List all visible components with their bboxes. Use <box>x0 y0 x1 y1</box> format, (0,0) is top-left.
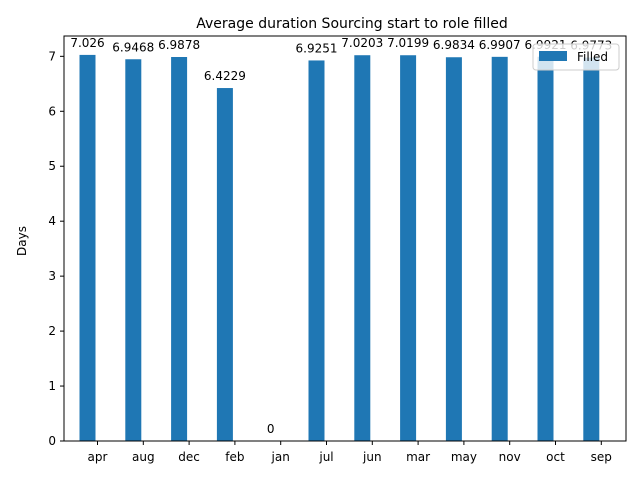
x-tick-label-jul: jul <box>318 450 333 464</box>
x-axis: apr aug dec feb jan jul jun mar may nov oct sep <box>88 441 612 464</box>
x-tick-label-sep: sep <box>591 450 612 464</box>
x-tick-label-may: may <box>451 450 477 464</box>
x-tick-label-jan: jan <box>271 450 290 464</box>
plot-frame <box>63 35 627 442</box>
y-tick-label-7: 7 <box>48 49 56 63</box>
x-tick-label-apr: apr <box>88 450 108 464</box>
legend-label-filled: Filled <box>577 50 608 64</box>
data-label-aug: 6.9468 <box>112 40 154 54</box>
bar-aug <box>125 59 142 442</box>
y-tick-label-1: 1 <box>48 379 56 393</box>
data-label-jul: 6.9251 <box>296 41 338 55</box>
data-label-jan: 0 <box>267 422 275 436</box>
legend-box <box>532 43 620 71</box>
legend-swatch-filled <box>539 51 567 61</box>
chart-title: Average duration Sourcing start to role … <box>196 16 508 32</box>
data-label-jun: 7.0203 <box>341 36 383 50</box>
x-tick-label-nov: nov <box>499 450 521 464</box>
x-tick-label-oct: oct <box>546 450 565 464</box>
y-tick-label-2: 2 <box>48 324 56 338</box>
x-tick-label-dec: dec <box>178 450 200 464</box>
bar-jun <box>354 55 371 442</box>
data-label-nov: 6.9907 <box>479 38 521 52</box>
x-tick-label-mar: mar <box>406 450 430 464</box>
bar-apr <box>79 54 96 442</box>
data-label-dec: 6.9878 <box>158 38 200 52</box>
data-label-apr: 7.026 <box>70 36 104 50</box>
x-tick-label-jun: jun <box>362 450 382 464</box>
y-axis-label: Days <box>15 226 29 256</box>
bar-oct <box>537 56 554 442</box>
bar-jul <box>308 60 325 442</box>
data-label-feb: 6.4229 <box>204 69 246 83</box>
data-labels-group: 7.026 6.9468 6.9878 6.4229 0 6.9251 7.0203 7.01… <box>70 36 612 436</box>
x-tick-label-aug: aug <box>132 450 155 464</box>
bars-group <box>79 54 600 442</box>
y-tick-label-3: 3 <box>48 269 56 283</box>
bar-mar <box>400 55 417 442</box>
data-label-may: 6.9834 <box>433 38 475 52</box>
y-tick-label-0: 0 <box>48 434 56 448</box>
x-tick-label-feb: feb <box>225 450 244 464</box>
bar-dec <box>171 57 188 442</box>
legend: Filled <box>532 43 620 71</box>
y-tick-label-5: 5 <box>48 159 56 173</box>
y-tick-label-4: 4 <box>48 214 56 228</box>
bar-feb <box>216 88 233 441</box>
y-tick-label-6: 6 <box>48 104 56 118</box>
bar-sep <box>583 57 600 442</box>
bar-may <box>445 57 462 442</box>
data-label-mar: 7.0199 <box>387 36 429 50</box>
bar-nov <box>491 56 508 442</box>
y-axis: 0 1 2 3 4 5 6 7 <box>48 49 64 448</box>
